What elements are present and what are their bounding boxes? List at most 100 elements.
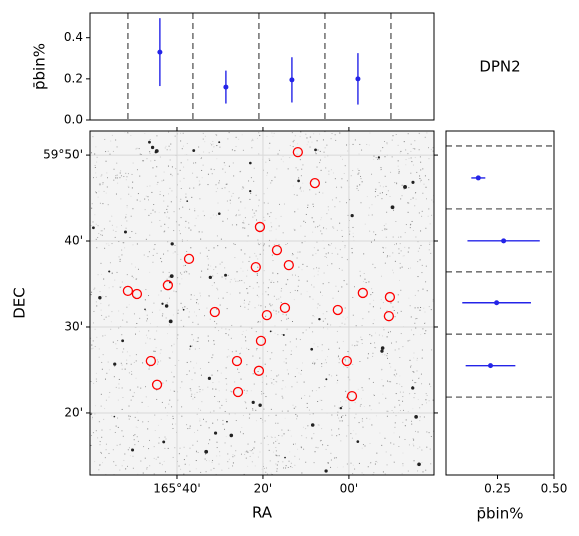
sky-noise <box>297 251 299 253</box>
sky-noise <box>243 282 245 284</box>
sky-noise <box>134 444 136 446</box>
star <box>417 462 421 467</box>
sky-noise <box>333 227 335 229</box>
sky-noise <box>361 339 363 341</box>
sky-noise <box>185 196 187 198</box>
sky-noise <box>98 356 100 358</box>
sky-noise <box>195 451 197 453</box>
sky-noise <box>370 462 372 464</box>
sky-noise <box>148 368 150 370</box>
sky-noise <box>408 187 410 189</box>
sky-noise <box>119 286 121 288</box>
sky-noise <box>254 465 256 467</box>
sky-noise <box>181 278 183 280</box>
sky-noise <box>192 172 194 174</box>
sky-noise <box>212 422 214 424</box>
sky-noise <box>145 386 147 388</box>
sky-noise <box>405 164 407 166</box>
sky-noise <box>371 214 373 216</box>
sky-noise <box>301 472 303 474</box>
sky-noise <box>426 446 428 448</box>
sky-noise <box>148 199 150 201</box>
sky-noise <box>131 173 133 175</box>
sky-noise <box>275 393 277 395</box>
sky-noise <box>405 419 407 421</box>
sky-noise <box>265 396 267 398</box>
sky-noise <box>422 471 424 473</box>
sky-noise <box>188 464 190 466</box>
sky-noise <box>324 386 326 388</box>
star <box>213 431 218 435</box>
sky-noise <box>157 456 159 458</box>
sky-noise <box>159 462 161 464</box>
sky-noise <box>100 451 102 453</box>
sky-noise <box>132 277 134 279</box>
sky-noise <box>243 222 245 224</box>
sky-noise <box>99 202 101 204</box>
sky-noise <box>341 256 343 258</box>
sky-noise <box>248 180 250 182</box>
sky-noise <box>228 132 230 134</box>
sky-noise <box>126 359 128 361</box>
sky-noise <box>104 284 106 286</box>
sky-noise <box>94 153 96 155</box>
sky-noise <box>196 413 198 415</box>
sky-noise <box>413 397 415 399</box>
sky-noise <box>403 255 405 257</box>
sky-noise <box>300 293 302 295</box>
sky-noise <box>317 346 319 348</box>
sky-noise <box>275 454 277 456</box>
sky-noise <box>257 264 259 266</box>
sky-noise <box>361 472 363 474</box>
sky-noise <box>181 406 183 408</box>
sky-noise <box>281 410 283 412</box>
sky-noise <box>312 231 314 233</box>
sky-noise <box>366 196 368 198</box>
sky-noise <box>339 358 341 360</box>
sky-noise <box>218 381 220 383</box>
sky-noise <box>295 406 297 408</box>
sky-noise <box>207 173 209 175</box>
sky-noise <box>395 415 397 417</box>
sky-noise <box>291 386 293 388</box>
sky-noise <box>338 407 340 409</box>
sky-noise <box>393 244 395 246</box>
sky-noise <box>122 435 124 437</box>
sky-noise <box>213 343 215 345</box>
sky-noise <box>225 398 227 400</box>
sky-noise <box>399 375 401 377</box>
sky-noise <box>259 321 261 323</box>
sky-noise <box>243 389 245 391</box>
sky-noise <box>290 435 292 437</box>
sky-noise <box>235 393 237 395</box>
sky-noise <box>331 243 333 245</box>
sky-noise <box>371 173 373 175</box>
sky-noise <box>422 288 424 290</box>
sky-noise <box>381 368 383 370</box>
sky-noise <box>154 414 156 416</box>
sky-noise <box>379 192 381 194</box>
sky-noise <box>234 243 236 245</box>
sky-noise <box>407 153 409 155</box>
sky-noise <box>372 263 374 265</box>
sky-noise <box>386 380 388 382</box>
sky-noise <box>122 396 124 398</box>
sky-noise <box>130 215 132 217</box>
sky-noise <box>91 203 93 205</box>
sky-noise <box>334 206 336 208</box>
sky-noise <box>154 244 156 246</box>
sky-noise <box>135 148 137 150</box>
sky-noise <box>131 231 133 233</box>
sky-noise <box>359 270 361 272</box>
sky-noise <box>143 254 145 256</box>
sky-noise <box>172 427 174 429</box>
sky-noise <box>291 321 293 323</box>
sky-noise <box>297 290 299 292</box>
sky-noise <box>116 444 118 446</box>
sky-noise <box>339 249 341 251</box>
sky-noise <box>302 164 304 166</box>
sky-noise <box>206 255 208 257</box>
sky-noise <box>92 416 94 418</box>
sky-noise <box>364 278 366 280</box>
sky-noise <box>153 302 155 304</box>
